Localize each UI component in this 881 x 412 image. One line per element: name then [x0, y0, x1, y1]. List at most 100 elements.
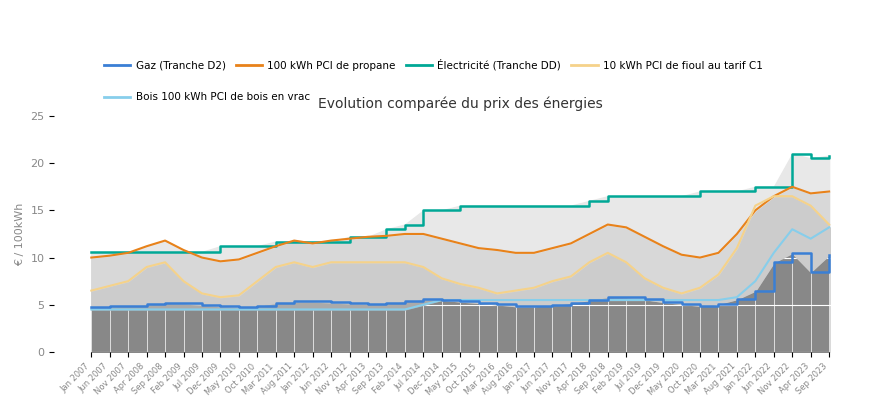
Bois 100 kWh PCI de bois en vrac — [547, 297, 558, 302]
100 kWh PCI de propane — [492, 248, 502, 253]
Électricité (Tranche DD) — [455, 203, 465, 208]
Bois 100 kWh PCI de bois en vrac — [159, 307, 170, 312]
Bois 100 kWh PCI de bois en vrac — [658, 297, 669, 302]
Électricité (Tranche DD) — [566, 203, 576, 208]
10 kWh PCI de fioul au tarif C1 — [824, 222, 834, 227]
Électricité (Tranche DD) — [105, 249, 115, 254]
Gaz (Tranche D2) — [510, 304, 521, 309]
Électricité (Tranche DD) — [233, 244, 244, 249]
Gaz (Tranche D2) — [547, 302, 558, 307]
100 kWh PCI de propane — [824, 189, 834, 194]
Électricité (Tranche DD) — [344, 234, 355, 239]
Bois 100 kWh PCI de bois en vrac — [566, 297, 576, 302]
Bois 100 kWh PCI de bois en vrac — [713, 297, 723, 302]
Line: Gaz (Tranche D2): Gaz (Tranche D2) — [92, 253, 829, 307]
10 kWh PCI de fioul au tarif C1 — [658, 285, 669, 290]
100 kWh PCI de propane — [584, 232, 595, 236]
100 kWh PCI de propane — [436, 236, 447, 241]
100 kWh PCI de propane — [252, 250, 263, 255]
100 kWh PCI de propane — [86, 255, 97, 260]
Bois 100 kWh PCI de bois en vrac — [307, 307, 318, 312]
Bois 100 kWh PCI de bois en vrac — [344, 307, 355, 312]
Électricité (Tranche DD) — [621, 194, 632, 199]
Bois 100 kWh PCI de bois en vrac — [289, 307, 300, 312]
Gaz (Tranche D2) — [436, 297, 447, 302]
Bois 100 kWh PCI de bois en vrac — [824, 225, 834, 230]
10 kWh PCI de fioul au tarif C1 — [713, 272, 723, 277]
10 kWh PCI de fioul au tarif C1 — [750, 203, 760, 208]
Line: 10 kWh PCI de fioul au tarif C1: 10 kWh PCI de fioul au tarif C1 — [92, 196, 829, 297]
Électricité (Tranche DD) — [178, 249, 189, 254]
Gaz (Tranche D2) — [363, 301, 374, 306]
10 kWh PCI de fioul au tarif C1 — [252, 279, 263, 283]
100 kWh PCI de propane — [805, 191, 816, 196]
Bois 100 kWh PCI de bois en vrac — [233, 307, 244, 312]
100 kWh PCI de propane — [307, 241, 318, 246]
Line: Bois 100 kWh PCI de bois en vrac: Bois 100 kWh PCI de bois en vrac — [92, 227, 829, 309]
10 kWh PCI de fioul au tarif C1 — [326, 260, 337, 265]
10 kWh PCI de fioul au tarif C1 — [159, 260, 170, 265]
Électricité (Tranche DD) — [473, 203, 484, 208]
10 kWh PCI de fioul au tarif C1 — [363, 260, 374, 265]
Électricité (Tranche DD) — [677, 194, 687, 199]
Bois 100 kWh PCI de bois en vrac — [695, 297, 706, 302]
100 kWh PCI de propane — [344, 236, 355, 241]
10 kWh PCI de fioul au tarif C1 — [492, 291, 502, 296]
100 kWh PCI de propane — [178, 248, 189, 253]
Gaz (Tranche D2) — [584, 297, 595, 302]
Bois 100 kWh PCI de bois en vrac — [603, 297, 613, 302]
Bois 100 kWh PCI de bois en vrac — [196, 307, 207, 312]
100 kWh PCI de propane — [159, 238, 170, 243]
Bois 100 kWh PCI de bois en vrac — [584, 297, 595, 302]
Bois 100 kWh PCI de bois en vrac — [178, 307, 189, 312]
100 kWh PCI de propane — [196, 255, 207, 260]
Électricité (Tranche DD) — [122, 249, 133, 254]
Bois 100 kWh PCI de bois en vrac — [750, 279, 760, 283]
100 kWh PCI de propane — [418, 232, 428, 236]
100 kWh PCI de propane — [510, 250, 521, 255]
100 kWh PCI de propane — [695, 255, 706, 260]
10 kWh PCI de fioul au tarif C1 — [768, 194, 779, 199]
Gaz (Tranche D2) — [270, 300, 281, 305]
Gaz (Tranche D2) — [344, 301, 355, 306]
Gaz (Tranche D2) — [418, 297, 428, 302]
Y-axis label: € / 100kWh: € / 100kWh — [15, 202, 25, 266]
Bois 100 kWh PCI de bois en vrac — [436, 297, 447, 302]
Gaz (Tranche D2) — [621, 295, 632, 300]
Line: Électricité (Tranche DD): Électricité (Tranche DD) — [92, 154, 829, 252]
10 kWh PCI de fioul au tarif C1 — [473, 285, 484, 290]
Électricité (Tranche DD) — [713, 189, 723, 194]
10 kWh PCI de fioul au tarif C1 — [400, 260, 411, 265]
Bois 100 kWh PCI de bois en vrac — [787, 227, 797, 232]
Électricité (Tranche DD) — [307, 239, 318, 244]
100 kWh PCI de propane — [381, 233, 392, 238]
Électricité (Tranche DD) — [640, 194, 650, 199]
10 kWh PCI de fioul au tarif C1 — [695, 285, 706, 290]
10 kWh PCI de fioul au tarif C1 — [196, 291, 207, 296]
Gaz (Tranche D2) — [695, 303, 706, 308]
100 kWh PCI de propane — [621, 225, 632, 230]
Bois 100 kWh PCI de bois en vrac — [381, 307, 392, 312]
Électricité (Tranche DD) — [418, 208, 428, 213]
10 kWh PCI de fioul au tarif C1 — [805, 203, 816, 208]
Électricité (Tranche DD) — [750, 184, 760, 189]
10 kWh PCI de fioul au tarif C1 — [621, 260, 632, 265]
10 kWh PCI de fioul au tarif C1 — [307, 265, 318, 269]
Bois 100 kWh PCI de bois en vrac — [677, 297, 687, 302]
100 kWh PCI de propane — [326, 238, 337, 243]
Électricité (Tranche DD) — [196, 249, 207, 254]
Bois 100 kWh PCI de bois en vrac — [510, 297, 521, 302]
Bois 100 kWh PCI de bois en vrac — [400, 307, 411, 312]
100 kWh PCI de propane — [233, 257, 244, 262]
Gaz (Tranche D2) — [805, 269, 816, 274]
10 kWh PCI de fioul au tarif C1 — [566, 274, 576, 279]
100 kWh PCI de propane — [105, 253, 115, 258]
10 kWh PCI de fioul au tarif C1 — [640, 276, 650, 281]
Électricité (Tranche DD) — [252, 244, 263, 249]
Bois 100 kWh PCI de bois en vrac — [473, 297, 484, 302]
100 kWh PCI de propane — [270, 244, 281, 249]
Bois 100 kWh PCI de bois en vrac — [640, 297, 650, 302]
Gaz (Tranche D2) — [566, 300, 576, 305]
Gaz (Tranche D2) — [787, 250, 797, 255]
Électricité (Tranche DD) — [787, 151, 797, 156]
